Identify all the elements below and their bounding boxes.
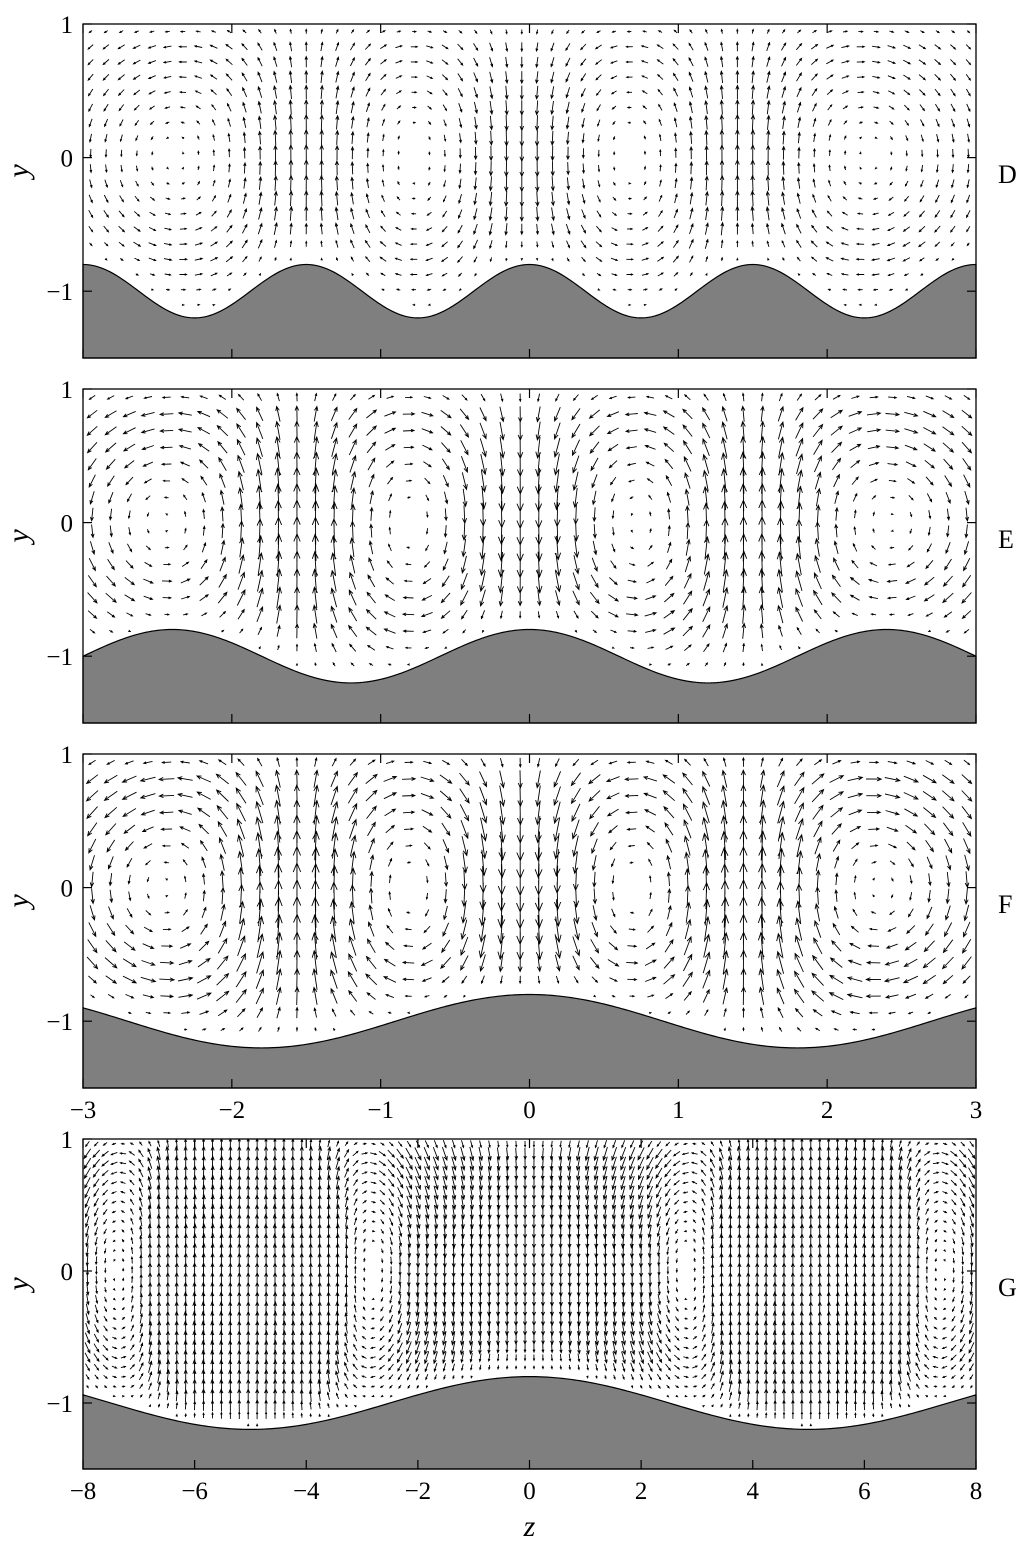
panel-label: D xyxy=(998,160,1017,189)
x-tick-label: 1 xyxy=(672,1097,685,1124)
wavy-wall xyxy=(82,628,977,724)
velocity-arrows xyxy=(83,1139,976,1427)
panel-g: −8 −6 −4 −2 0 2 4 6 8 −1 0 1 y Gz xyxy=(2,1127,1017,1543)
x-tick-label: 0 xyxy=(523,1097,536,1124)
x-tick-label: 2 xyxy=(635,1478,648,1505)
x-tick-label: 2 xyxy=(821,1097,834,1124)
y-axis-label: y xyxy=(2,894,35,911)
y-tick-label: 1 xyxy=(61,1127,74,1154)
y-axis-label: y xyxy=(2,164,35,181)
y-tick-label: 0 xyxy=(61,146,74,173)
panel-label: E xyxy=(998,525,1014,554)
y-tick-label: 0 xyxy=(61,1259,74,1286)
wavy-wall xyxy=(82,993,977,1089)
y-tick-label: 1 xyxy=(61,377,74,404)
panel-e: −1 0 1 y E xyxy=(2,377,1014,724)
x-tick-label: −1 xyxy=(367,1097,394,1124)
x-tick-label: −8 xyxy=(70,1478,97,1505)
x-tick-label: 4 xyxy=(747,1478,760,1505)
panel-d: −1 0 1 y D xyxy=(2,12,1017,359)
panel-label: F xyxy=(998,890,1012,919)
velocity-arrows xyxy=(87,28,972,307)
x-tick-label: −2 xyxy=(219,1097,246,1124)
y-tick-label: −1 xyxy=(46,1391,73,1418)
panel-label: G xyxy=(998,1273,1017,1302)
x-tick-label: −3 xyxy=(70,1097,97,1124)
panel-f: −3 −2 −1 0 1 2 3 −1 0 1 y F xyxy=(2,742,1012,1124)
y-tick-label: 0 xyxy=(61,511,74,538)
x-axis-label: z xyxy=(523,1510,536,1543)
y-tick-label: 1 xyxy=(61,742,74,769)
y-axis-label: y xyxy=(2,529,35,546)
y-axis-label: y xyxy=(2,1277,35,1294)
y-tick-label: −1 xyxy=(46,1009,73,1036)
wavy-wall xyxy=(82,1375,977,1470)
x-tick-label: 6 xyxy=(858,1478,871,1505)
x-tick-label: 0 xyxy=(523,1478,536,1505)
x-tick-label: −2 xyxy=(405,1478,432,1505)
x-tick-label: 8 xyxy=(970,1478,983,1505)
y-tick-label: 0 xyxy=(61,876,74,903)
y-tick-label: −1 xyxy=(46,644,73,671)
wavy-wall xyxy=(82,263,977,359)
velocity-arrows xyxy=(86,392,973,667)
y-tick-label: 1 xyxy=(61,12,74,39)
y-tick-label: −1 xyxy=(46,279,73,306)
x-tick-label: −6 xyxy=(181,1478,208,1505)
x-tick-label: 3 xyxy=(970,1097,983,1124)
velocity-arrows xyxy=(85,756,973,1032)
x-tick-label: −4 xyxy=(293,1478,320,1505)
